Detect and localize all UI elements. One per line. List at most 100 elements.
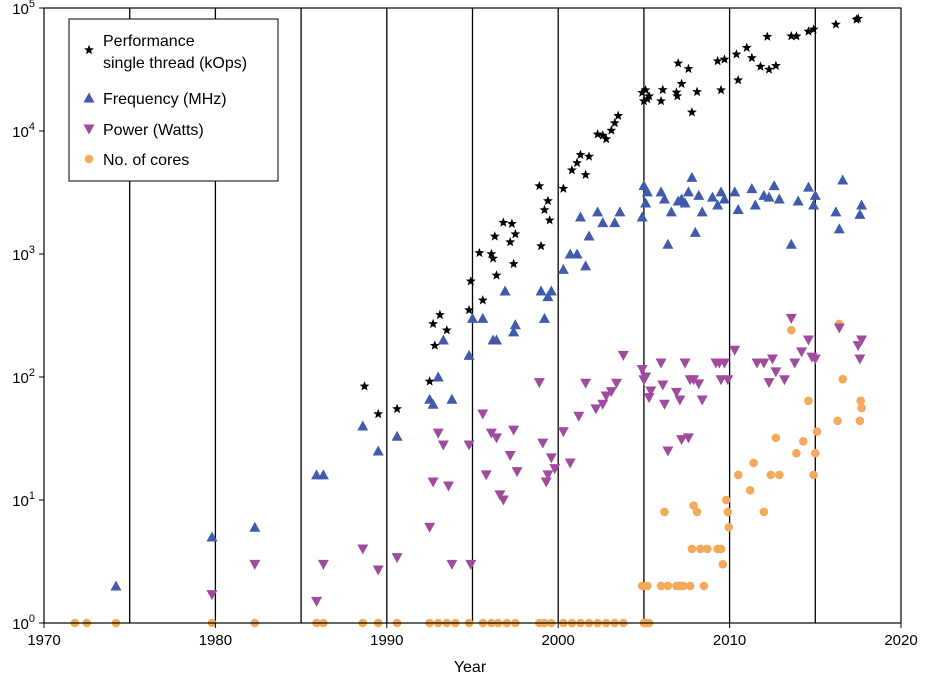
data-point-triangle-up xyxy=(535,285,547,296)
data-point-star xyxy=(686,107,697,117)
data-point-circle xyxy=(766,470,776,480)
data-point-triangle-down xyxy=(508,425,520,436)
data-point-triangle-up xyxy=(638,180,650,191)
data-point-triangle-down xyxy=(437,440,449,451)
data-point-triangle-down xyxy=(758,358,770,369)
data-point-triangle-up xyxy=(508,326,520,337)
y-tick-label: 100 xyxy=(12,613,35,633)
data-point-star xyxy=(716,84,726,95)
data-point-circle xyxy=(723,507,733,517)
data-point-triangle-down xyxy=(537,438,549,449)
data-point-triangle-down xyxy=(722,375,734,386)
legend-label: single thread (kOps) xyxy=(103,55,247,72)
data-point-circle xyxy=(856,396,866,406)
data-point-star xyxy=(488,253,499,263)
data-point-triangle-down xyxy=(670,387,682,398)
data-point-triangle-up xyxy=(792,195,804,206)
data-point-triangle-down xyxy=(446,559,458,570)
data-point-triangle-down xyxy=(833,323,845,334)
data-point-star xyxy=(786,30,797,41)
y-tick-label: 101 xyxy=(12,490,35,510)
y-tick-label: 104 xyxy=(12,121,35,141)
data-point-star xyxy=(428,318,439,329)
data-point-star xyxy=(808,24,819,34)
data-point-triangle-down xyxy=(636,365,648,376)
data-point-star xyxy=(601,133,612,144)
data-point-circle xyxy=(857,403,866,413)
data-point-triangle-up xyxy=(477,312,489,323)
legend-box xyxy=(68,18,279,182)
data-point-triangle-up xyxy=(679,197,691,208)
data-point-triangle-up xyxy=(768,180,780,191)
data-point-circle xyxy=(689,501,698,510)
data-point-triangle-down xyxy=(372,565,384,576)
data-point-circle xyxy=(775,470,784,480)
data-point-triangle-down xyxy=(605,387,617,398)
data-point-star xyxy=(429,340,440,350)
legend-label: Performance xyxy=(103,33,195,50)
legend-marker-triangle-up xyxy=(83,92,95,103)
data-point-star xyxy=(506,218,517,229)
data-point-star xyxy=(676,78,687,88)
data-point-triangle-up xyxy=(597,217,609,228)
data-point-star xyxy=(558,183,569,193)
data-point-star xyxy=(637,87,648,97)
data-point-triangle-down xyxy=(494,490,506,501)
data-point-triangle-down xyxy=(682,433,694,444)
data-point-star xyxy=(584,151,594,161)
data-point-star xyxy=(609,117,620,128)
data-point-circle xyxy=(792,448,801,458)
data-point-triangle-up xyxy=(729,186,741,197)
data-point-triangle-up xyxy=(583,230,595,241)
data-point-triangle-down xyxy=(766,354,778,365)
legend-marker-triangle-down xyxy=(83,124,95,135)
data-point-triangle-down xyxy=(443,481,455,492)
data-point-star xyxy=(498,217,509,227)
data-point-triangle-up xyxy=(655,186,667,197)
data-point-star xyxy=(638,95,649,106)
data-point-triangle-up xyxy=(773,193,785,204)
data-point-star xyxy=(505,236,516,247)
data-point-star xyxy=(392,403,403,414)
data-point-circle xyxy=(811,448,820,458)
data-point-triangle-up xyxy=(499,285,511,296)
data-point-triangle-down xyxy=(504,451,516,462)
data-point-triangle-down xyxy=(465,559,477,570)
data-point-triangle-up xyxy=(437,334,449,345)
data-point-triangle-up xyxy=(636,211,648,222)
data-point-triangle-down xyxy=(549,464,561,475)
data-point-circle xyxy=(679,581,688,591)
data-point-star xyxy=(580,169,591,180)
data-point-star xyxy=(770,60,781,70)
data-point-triangle-down xyxy=(674,395,686,406)
data-point-star xyxy=(683,63,694,74)
data-point-triangle-up xyxy=(538,312,550,323)
data-point-triangle-up xyxy=(706,191,718,202)
data-point-triangle-down xyxy=(533,378,545,389)
data-point-triangle-down xyxy=(617,350,629,361)
data-point-triangle-up xyxy=(641,186,653,197)
data-point-star xyxy=(510,228,521,239)
data-point-triangle-down xyxy=(643,393,655,404)
data-point-triangle-down xyxy=(657,380,669,391)
data-point-triangle-up xyxy=(837,174,849,185)
data-point-triangle-up xyxy=(427,398,439,409)
data-point-star xyxy=(673,58,684,68)
x-tick-label: 2000 xyxy=(542,632,575,649)
x-axis-ticks: 1970 1980 1990 2000 2010 2020 xyxy=(27,623,918,649)
data-point-star xyxy=(465,276,476,286)
data-point-triangle-up xyxy=(357,420,369,431)
data-point-star xyxy=(359,381,370,391)
data-point-triangle-up xyxy=(712,199,724,210)
data-point-triangle-up xyxy=(682,186,694,197)
data-point-triangle-down xyxy=(688,375,700,386)
data-point-triangle-up xyxy=(557,263,569,274)
data-point-star xyxy=(592,129,603,139)
plot-frame xyxy=(43,7,902,624)
data-point-star xyxy=(486,248,497,259)
data-point-circle xyxy=(855,416,865,426)
data-point-triangle-down xyxy=(640,372,652,383)
data-point-triangle-up xyxy=(614,206,626,217)
data-point-star xyxy=(424,376,435,386)
data-point-triangle-up xyxy=(715,186,727,197)
